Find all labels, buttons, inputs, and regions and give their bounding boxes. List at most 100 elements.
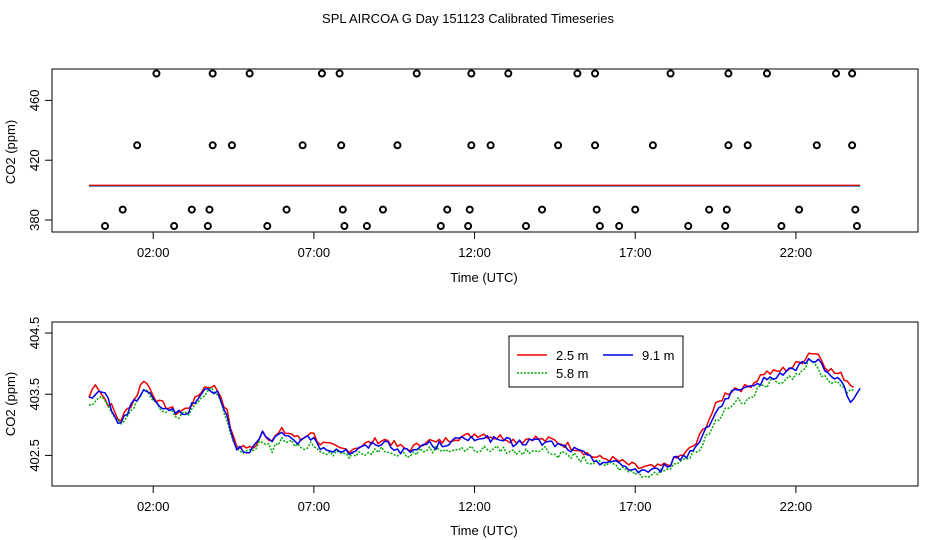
scatter-point bbox=[521, 222, 530, 231]
scatter-point bbox=[465, 205, 474, 214]
scatter-point bbox=[666, 69, 675, 78]
scatter-point bbox=[721, 222, 730, 231]
series-lines bbox=[88, 352, 861, 478]
scatter-point bbox=[724, 141, 733, 150]
scatter-panel: 02:00 07:00 12:00 17:00 22:00 380 420 460 Time… bbox=[3, 68, 919, 285]
scatter-point bbox=[170, 222, 179, 231]
x-axis: 02:00 07:00 12:00 17:00 22:00 bbox=[137, 485, 813, 514]
x-tick-label: 22:00 bbox=[780, 499, 813, 514]
scatter-point bbox=[152, 69, 161, 78]
scatter-point bbox=[573, 69, 582, 78]
scatter-point bbox=[812, 141, 821, 150]
line-panel: 02:00 07:00 12:00 17:00 22:00 402.5 403.5 404.… bbox=[3, 317, 919, 538]
scatter-point bbox=[504, 69, 513, 78]
scatter-point bbox=[118, 205, 127, 214]
scatter-point bbox=[795, 205, 804, 214]
scatter-point bbox=[648, 141, 657, 150]
scatter-point bbox=[338, 205, 347, 214]
scatter-point bbox=[848, 69, 857, 78]
scatter-point bbox=[724, 69, 733, 78]
x-tick-label: 02:00 bbox=[137, 245, 170, 260]
scatter-point bbox=[464, 222, 473, 231]
y-axis: 402.5 403.5 404.5 bbox=[27, 317, 53, 472]
scatter-point bbox=[591, 141, 600, 150]
x-tick-label: 02:00 bbox=[137, 499, 170, 514]
scatter-point bbox=[467, 141, 476, 150]
x-tick-label: 07:00 bbox=[298, 245, 331, 260]
legend-label-5-8m: 5.8 m bbox=[556, 366, 589, 381]
series-line-2-5-m bbox=[88, 352, 855, 470]
legend-box bbox=[508, 335, 684, 388]
scatter-point bbox=[317, 69, 326, 78]
scatter-point bbox=[851, 205, 860, 214]
scatter-point bbox=[187, 205, 196, 214]
scatter-point bbox=[467, 69, 476, 78]
plot-frame bbox=[51, 321, 919, 487]
scatter-point bbox=[443, 205, 452, 214]
scatter-point bbox=[705, 205, 714, 214]
y-axis-label: CO2 (ppm) bbox=[3, 372, 18, 436]
scatter-point bbox=[133, 141, 142, 150]
y-axis-label: CO2 (ppm) bbox=[3, 120, 18, 184]
scatter-point bbox=[208, 69, 217, 78]
x-axis-label: Time (UTC) bbox=[450, 270, 517, 285]
scatter-point bbox=[777, 222, 786, 231]
scatter-point bbox=[203, 222, 212, 231]
scatter-point bbox=[832, 69, 841, 78]
legend-label-9-1m: 9.1 m bbox=[642, 348, 675, 363]
scatter-point bbox=[101, 222, 110, 231]
x-axis: 02:00 07:00 12:00 17:00 22:00 bbox=[137, 231, 813, 260]
x-tick-label: 12:00 bbox=[458, 499, 491, 514]
scatter-point bbox=[592, 205, 601, 214]
scatter-point bbox=[591, 69, 600, 78]
x-tick-label: 07:00 bbox=[298, 499, 331, 514]
scatter-points bbox=[101, 69, 861, 231]
x-axis-label: Time (UTC) bbox=[450, 523, 517, 538]
scatter-point bbox=[335, 69, 344, 78]
scatter-point bbox=[378, 205, 387, 214]
series-line-5-8-m bbox=[88, 357, 854, 478]
y-tick-label: 403.5 bbox=[27, 378, 42, 411]
scatter-point bbox=[436, 222, 445, 231]
series-line-9-1-m bbox=[88, 357, 861, 474]
scatter-point bbox=[245, 69, 254, 78]
scatter-point bbox=[227, 141, 236, 150]
x-tick-label: 12:00 bbox=[458, 245, 491, 260]
reference-lines bbox=[88, 184, 861, 187]
y-tick-label: 402.5 bbox=[27, 439, 42, 472]
scatter-point bbox=[208, 141, 217, 150]
plot-frame bbox=[51, 68, 919, 233]
y-tick-label: 420 bbox=[27, 149, 42, 171]
scatter-point bbox=[337, 141, 346, 150]
scatter-point bbox=[205, 205, 214, 214]
y-tick-label: 380 bbox=[27, 209, 42, 231]
scatter-point bbox=[486, 141, 495, 150]
scatter-point bbox=[615, 222, 624, 231]
y-axis: 380 420 460 bbox=[27, 90, 53, 231]
figure-title: SPL AIRCOA G Day 151123 Calibrated Times… bbox=[322, 11, 614, 26]
legend-label-2-5m: 2.5 m bbox=[556, 348, 589, 363]
scatter-point bbox=[743, 141, 752, 150]
scatter-point bbox=[595, 222, 604, 231]
scatter-point bbox=[362, 222, 371, 231]
y-tick-label: 460 bbox=[27, 90, 42, 112]
legend: 2.5 m 5.8 m 9.1 m bbox=[508, 335, 684, 388]
scatter-point bbox=[684, 222, 693, 231]
scatter-point bbox=[340, 222, 349, 231]
scatter-point bbox=[393, 141, 402, 150]
scatter-point bbox=[762, 69, 771, 78]
scatter-point bbox=[852, 222, 861, 231]
scatter-point bbox=[631, 205, 640, 214]
scatter-point bbox=[263, 222, 272, 231]
x-tick-label: 17:00 bbox=[619, 245, 652, 260]
scatter-point bbox=[538, 205, 547, 214]
scatter-point bbox=[722, 205, 731, 214]
x-tick-label: 17:00 bbox=[619, 499, 652, 514]
scatter-point bbox=[282, 205, 291, 214]
scatter-point bbox=[848, 141, 857, 150]
y-tick-label: 404.5 bbox=[27, 317, 42, 350]
scatter-point bbox=[298, 141, 307, 150]
x-tick-label: 22:00 bbox=[780, 245, 813, 260]
scatter-point bbox=[554, 141, 563, 150]
